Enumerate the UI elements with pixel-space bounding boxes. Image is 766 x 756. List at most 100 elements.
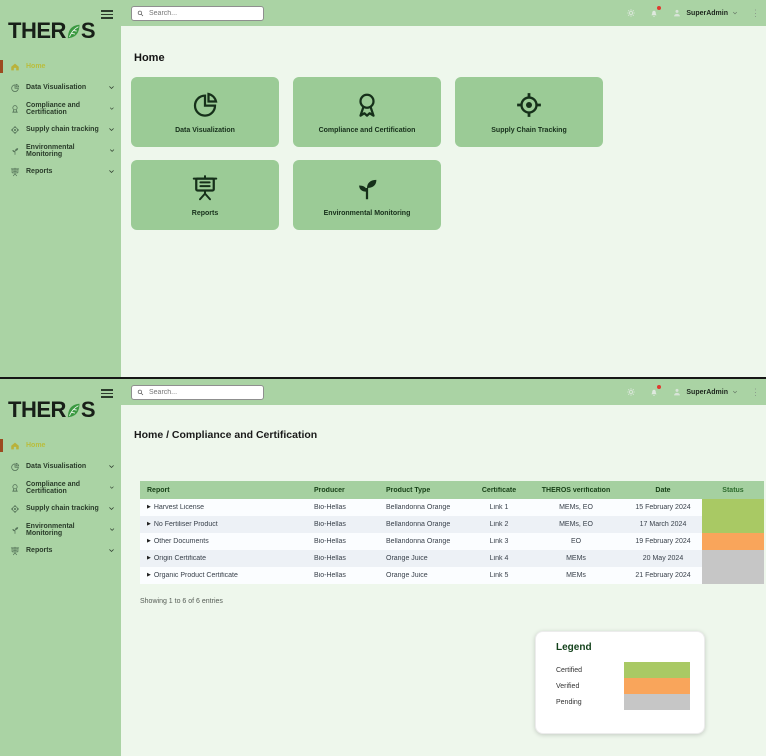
home-cards: Data Visualization Compliance and Certif… <box>131 77 631 230</box>
certificate-link[interactable]: Link 1 <box>489 504 509 511</box>
chevron-down-icon <box>109 484 115 491</box>
sidebar-nav: Home Data Visualisation Compliance and C… <box>0 435 121 561</box>
award-icon <box>10 483 20 493</box>
chevron-down-icon <box>732 10 738 16</box>
vertical-dots-icon[interactable]: ⋮ <box>751 7 760 18</box>
certified-swatch <box>624 662 690 678</box>
compliance-main: Home / Compliance and Certification Repo… <box>121 405 766 756</box>
chevron-down-icon <box>108 547 115 554</box>
person-icon <box>672 8 682 18</box>
certificate-link[interactable]: Link 4 <box>489 555 509 562</box>
chevron-down-icon <box>108 463 115 470</box>
app-logo: THER S <box>8 18 96 43</box>
home-screen: THER S Home Data Visualisation Complianc… <box>0 0 766 377</box>
entries-summary: Showing 1 to 6 of 6 entries <box>140 598 223 605</box>
target-icon <box>10 504 20 514</box>
vertical-dots-icon[interactable]: ⋮ <box>751 386 760 397</box>
certificate-link[interactable]: Link 2 <box>489 521 509 528</box>
search-box[interactable] <box>131 5 264 21</box>
notifications-button[interactable] <box>649 6 662 18</box>
expand-triangle-icon[interactable]: ▶ <box>147 572 151 578</box>
table-row[interactable]: ▶ No Fertiliser Product Bio-Hellas Bellan… <box>140 516 764 533</box>
sidebar-item-environmental[interactable]: Environmental Monitoring <box>0 519 121 540</box>
status-badge <box>702 516 764 533</box>
legend-item: Certified <box>556 662 690 678</box>
sidebar-item-reports[interactable]: Reports <box>0 161 121 182</box>
search-icon <box>137 389 144 396</box>
gear-icon[interactable] <box>626 387 636 397</box>
sidebar: THER S Home Data Visualisation Complianc… <box>0 0 121 377</box>
username: SuperAdmin <box>686 9 728 17</box>
sidebar-item-supply-chain[interactable]: Supply chain tracking <box>0 498 121 519</box>
certificate-link[interactable]: Link 3 <box>489 538 509 545</box>
hamburger-icon[interactable] <box>101 387 113 400</box>
legend-item: Verified <box>556 678 690 694</box>
sidebar-item-data-visualisation[interactable]: Data Visualisation <box>0 456 121 477</box>
easel-icon <box>10 167 20 177</box>
user-menu[interactable]: SuperAdmin <box>672 8 738 18</box>
legend-title: Legend <box>556 642 592 653</box>
sidebar-item-home[interactable]: Home <box>0 56 121 77</box>
card-reports[interactable]: Reports <box>131 160 279 230</box>
topbar-actions: SuperAdmin ⋮ <box>626 385 766 397</box>
topbar-actions: SuperAdmin ⋮ <box>626 6 766 18</box>
chevron-down-icon <box>109 105 115 112</box>
plant-icon <box>10 525 20 535</box>
sidebar-item-supply-chain[interactable]: Supply chain tracking <box>0 119 121 140</box>
user-menu[interactable]: SuperAdmin <box>672 387 738 397</box>
topbar: SuperAdmin ⋮ <box>121 379 766 405</box>
chevron-down-icon <box>108 84 115 91</box>
breadcrumb: Home / Compliance and Certification <box>134 429 318 441</box>
search-input[interactable] <box>147 8 258 18</box>
gear-icon[interactable] <box>626 8 636 18</box>
card-compliance-certification[interactable]: Compliance and Certification <box>293 77 441 147</box>
expand-triangle-icon[interactable]: ▶ <box>147 538 151 544</box>
certificate-link[interactable]: Link 5 <box>489 572 509 579</box>
sidebar: THER S Home Data Visualisation Complianc… <box>0 379 121 756</box>
sidebar-item-compliance[interactable]: Compliance and Certification <box>0 477 121 498</box>
chevron-down-icon <box>108 505 115 512</box>
award-icon <box>352 90 382 120</box>
plant-icon <box>10 146 20 156</box>
reports-table: Report Producer Product Type Certificate… <box>140 481 764 584</box>
legend-item: Pending <box>556 694 690 710</box>
page-title: Home <box>134 52 165 64</box>
search-icon <box>137 10 144 17</box>
award-icon <box>10 104 20 114</box>
home-icon <box>10 62 20 72</box>
pending-swatch <box>624 694 690 710</box>
pie-chart-icon <box>10 83 20 93</box>
table-row[interactable]: ▶ Harvest License Bio-Hellas Bellandonna … <box>140 499 764 516</box>
sidebar-item-compliance[interactable]: Compliance and Certification <box>0 98 121 119</box>
sidebar-item-data-visualisation[interactable]: Data Visualisation <box>0 77 121 98</box>
table-row[interactable]: ▶ Organic Product Certificate Bio-Hellas … <box>140 567 764 584</box>
target-icon <box>514 90 544 120</box>
card-data-visualization[interactable]: Data Visualization <box>131 77 279 147</box>
active-indicator <box>0 439 3 452</box>
easel-icon <box>190 173 220 203</box>
notification-badge <box>657 385 662 389</box>
sidebar-item-home[interactable]: Home <box>0 435 121 456</box>
expand-triangle-icon[interactable]: ▶ <box>147 521 151 527</box>
table-row[interactable]: ▶ Other Documents Bio-Hellas Bellandonna … <box>140 533 764 550</box>
notifications-button[interactable] <box>649 385 662 397</box>
active-indicator <box>0 60 3 73</box>
card-environmental-monitoring[interactable]: Environmental Monitoring <box>293 160 441 230</box>
hamburger-icon[interactable] <box>101 8 113 21</box>
expand-triangle-icon[interactable]: ▶ <box>147 504 151 510</box>
sidebar-item-reports[interactable]: Reports <box>0 540 121 561</box>
notification-badge <box>657 6 662 10</box>
search-box[interactable] <box>131 384 264 400</box>
search-input[interactable] <box>147 387 258 397</box>
target-icon <box>10 125 20 135</box>
chevron-down-icon <box>108 126 115 133</box>
expand-triangle-icon[interactable]: ▶ <box>147 555 151 561</box>
status-badge <box>702 533 764 550</box>
card-supply-chain-tracking[interactable]: Supply Chain Tracking <box>455 77 603 147</box>
sidebar-item-environmental[interactable]: Environmental Monitoring <box>0 140 121 161</box>
verified-swatch <box>624 678 690 694</box>
table-row[interactable]: ▶ Origin Certificate Bio-Hellas Orange Ju… <box>140 550 764 567</box>
status-badge <box>702 567 764 584</box>
home-icon <box>10 441 20 451</box>
leaf-icon <box>65 21 82 42</box>
